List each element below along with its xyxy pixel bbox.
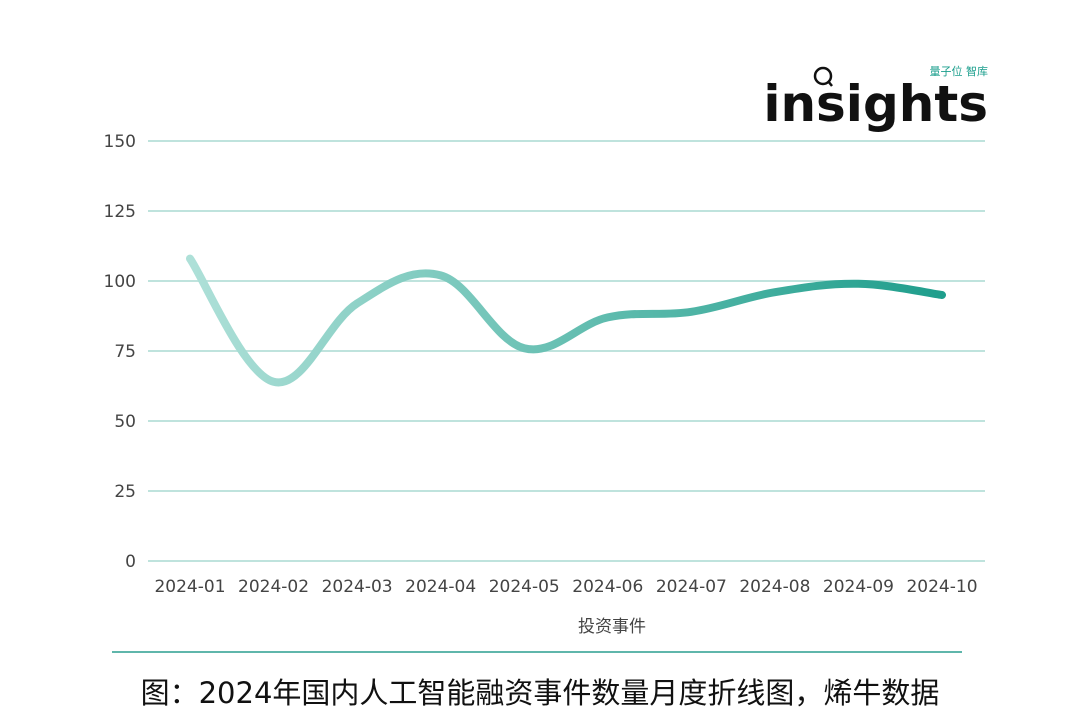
x-tick-label: 2024-02 — [238, 577, 309, 597]
data-point — [605, 314, 611, 320]
y-tick-label: 150 — [104, 132, 136, 152]
x-axis-ticks: 2024-01 2024-02 2024-03 2024-04 2024-05 2024-… — [154, 577, 977, 597]
legend-label: 投资事件 — [578, 617, 646, 637]
series-line — [186, 254, 946, 387]
data-point — [772, 289, 778, 295]
x-tick-label: 2024-08 — [739, 577, 810, 597]
brand-small-text: 量子位 智库 — [930, 64, 989, 78]
y-tick-label: 125 — [104, 202, 136, 222]
y-tick-label: 100 — [104, 272, 136, 292]
q-logo-icon — [813, 66, 833, 87]
y-tick-label: 25 — [114, 482, 136, 502]
x-tick-label: 2024-07 — [656, 577, 727, 597]
data-point — [939, 292, 945, 298]
data-point — [271, 379, 277, 385]
brand-logo: 量子位 智库 insights — [763, 64, 988, 133]
x-tick-label: 2024-06 — [572, 577, 643, 597]
series — [186, 254, 946, 387]
y-tick-label: 0 — [125, 552, 136, 572]
grid — [148, 140, 985, 562]
data-point — [354, 300, 360, 306]
data-point — [187, 256, 193, 262]
data-point — [438, 272, 444, 278]
x-tick-label: 2024-04 — [405, 577, 476, 597]
brand-logo-text: insights — [763, 75, 988, 133]
y-tick-label: 75 — [114, 342, 136, 362]
x-tick-label: 2024-05 — [489, 577, 560, 597]
x-tick-label: 2024-09 — [823, 577, 894, 597]
data-point — [521, 345, 527, 351]
x-tick-label: 2024-03 — [322, 577, 393, 597]
x-tick-label: 2024-01 — [154, 577, 225, 597]
legend: 投资事件 — [493, 617, 646, 637]
x-tick-label: 2024-10 — [906, 577, 977, 597]
y-tick-label: 50 — [114, 412, 136, 432]
data-point — [688, 309, 694, 315]
data-point — [855, 281, 861, 287]
y-axis-ticks: 0 25 50 75 100 125 150 — [104, 132, 136, 572]
figure-caption: 图：2024年国内人工智能融资事件数量月度折线图，烯牛数据 — [140, 676, 940, 710]
